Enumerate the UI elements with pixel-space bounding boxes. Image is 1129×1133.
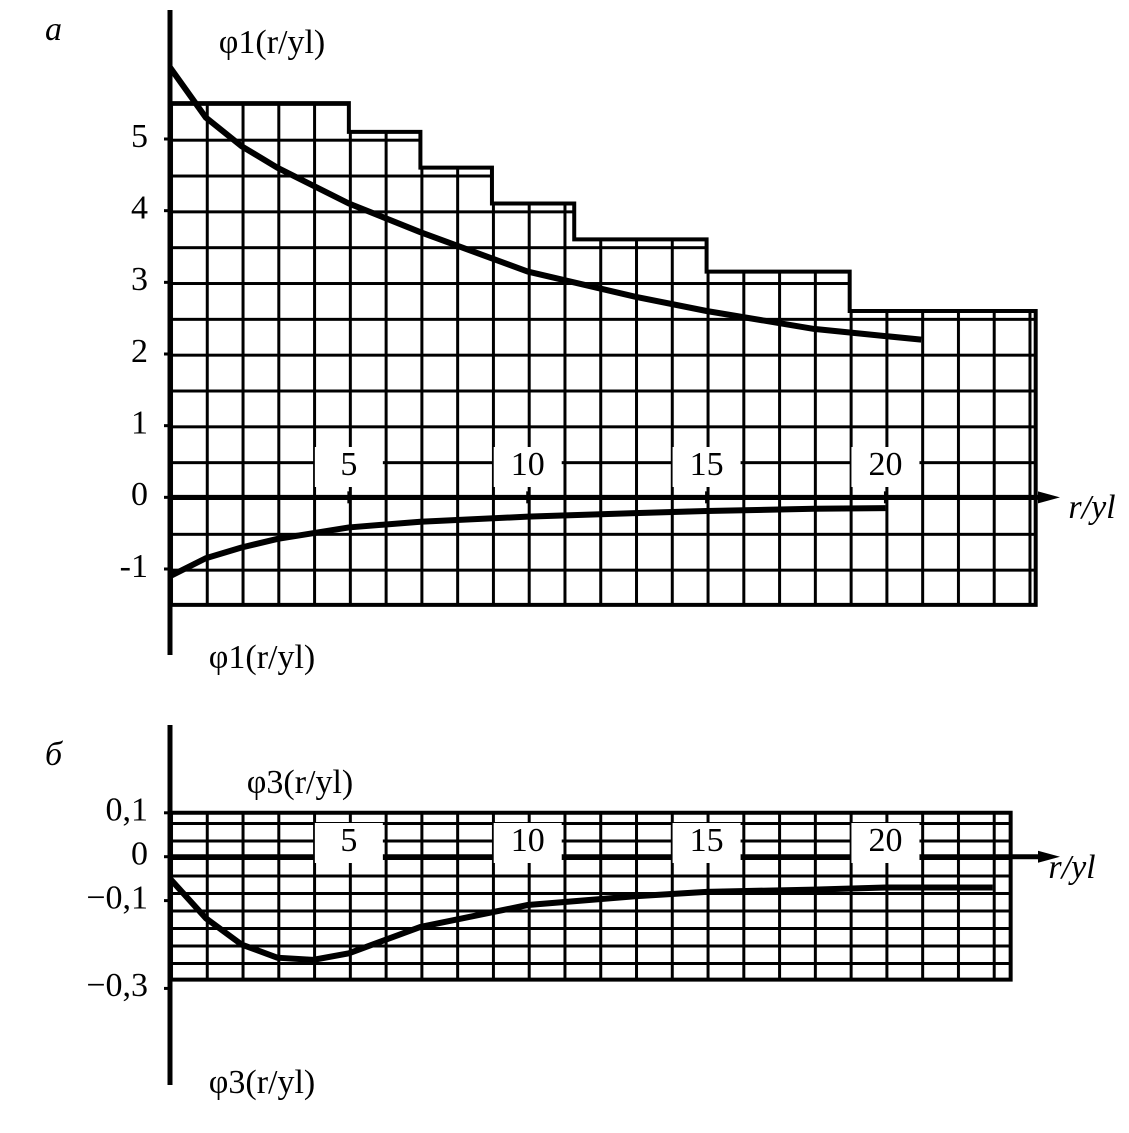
y-axis-label-bottom: φ1(r/yl) — [209, 639, 315, 676]
y-tick-label: 5 — [131, 118, 148, 155]
y-tick-label: 3 — [131, 261, 148, 298]
y-tick-label: 0 — [131, 836, 148, 873]
y-axis-label: φ3(r/yl) — [247, 764, 353, 801]
x-tick-label-box — [493, 823, 562, 863]
y-tick-label: 0 — [131, 476, 148, 513]
curve — [168, 505, 886, 579]
x-tick-label-box — [314, 823, 383, 863]
x-tick-label-box — [672, 447, 741, 487]
y-tick-label: 4 — [131, 189, 148, 226]
grid — [168, 101, 1038, 607]
panel-label: б — [45, 736, 64, 773]
x-tick-label-box — [672, 823, 741, 863]
x-tick-label: 20 — [868, 822, 902, 859]
x-tick-label-box — [851, 823, 920, 863]
x-tick-label: 10 — [511, 446, 545, 483]
x-tick-label: 15 — [690, 446, 724, 483]
y-tick-label: 0,1 — [106, 792, 149, 829]
x-tick-label-box — [493, 447, 562, 487]
x-axis-arrow — [1038, 850, 1060, 863]
y-tick-label: 1 — [131, 404, 148, 441]
x-tick-label-box — [851, 447, 920, 487]
curve — [167, 876, 993, 963]
y-axis-label-bottom: φ3(r/yl) — [209, 1064, 315, 1101]
curve — [167, 65, 922, 343]
y-tick-label: −0,3 — [86, 967, 148, 1004]
x-tick-label: 15 — [690, 822, 724, 859]
y-tick-label: -1 — [120, 548, 148, 585]
x-axis-label: r/yl — [1068, 489, 1115, 526]
x-axis-label: r/yl — [1048, 849, 1095, 886]
x-axis-arrow — [1038, 491, 1060, 504]
x-tick-label: 10 — [511, 822, 545, 859]
x-tick-label: 20 — [868, 446, 902, 483]
x-tick-label-box — [314, 447, 383, 487]
y-tick-label: −0,1 — [86, 879, 148, 916]
x-tick-label: 5 — [340, 446, 357, 483]
y-tick-label: 2 — [131, 333, 148, 370]
x-tick-label: 5 — [340, 822, 357, 859]
y-axis-label: φ1(r/yl) — [219, 24, 325, 61]
panel-label: а — [45, 11, 62, 48]
